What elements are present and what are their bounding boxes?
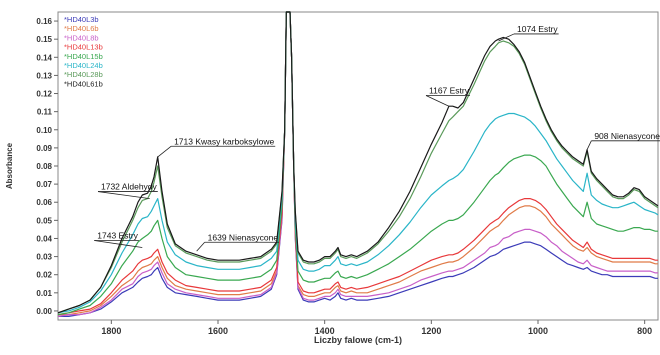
x-tick-label: 1400 bbox=[315, 326, 335, 336]
y-tick-label: 0.12 bbox=[36, 90, 52, 99]
series-line-HD40L24b bbox=[57, 11, 659, 314]
y-tick-label: 0.00 bbox=[36, 307, 52, 316]
annotation-label: 1167 Estry bbox=[429, 86, 470, 96]
y-tick-label: 0.04 bbox=[36, 234, 52, 243]
series-layer bbox=[57, 11, 659, 317]
annotation-label: 1743 Estry bbox=[97, 230, 138, 240]
y-tick-label: 0.07 bbox=[36, 180, 52, 189]
y-tick-label: 0.09 bbox=[36, 144, 52, 153]
series-line-HD40L13b bbox=[57, 11, 658, 316]
series-line-HD40L6b bbox=[58, 11, 658, 316]
x-axis-label: Liczby falowe (cm-1) bbox=[314, 335, 402, 345]
annotation-leader bbox=[196, 242, 205, 252]
annotation-leader bbox=[498, 33, 515, 42]
plot-frame bbox=[57, 11, 659, 321]
legend-entry: *HD40L24b bbox=[64, 61, 103, 70]
x-tick-label: 1800 bbox=[101, 326, 121, 336]
y-tick-label: 0.10 bbox=[36, 126, 52, 135]
axis-layer: 1800 1600 1400 1200 1000 800 0.00 0.01 0.02 0.03 0… bbox=[36, 17, 652, 336]
legend-entry: *HD40L6b bbox=[64, 24, 99, 33]
y-tick-label: 0.05 bbox=[36, 216, 52, 225]
y-tick-label: 0.08 bbox=[36, 162, 52, 171]
annotation-label: 1713 Kwasy karboksylowe bbox=[174, 136, 274, 146]
annotation-leader bbox=[94, 240, 143, 248]
annotation-label: 1639 Nienasycone bbox=[208, 232, 279, 242]
legend-entry: *HD40L3b bbox=[64, 15, 99, 24]
annotation-leader bbox=[97, 191, 150, 200]
x-tick-label: 1200 bbox=[421, 326, 441, 336]
y-tick-label: 0.01 bbox=[36, 289, 52, 298]
series-line-HD40L8b bbox=[57, 11, 658, 317]
annotation-label: 1074 Estry bbox=[517, 24, 558, 34]
annotation-layer: 1713 Kwasy karboksylowe 1732 Aldehydy 1743… bbox=[94, 24, 660, 252]
y-tick-label: 0.06 bbox=[36, 198, 52, 207]
y-tick-label: 0.13 bbox=[36, 71, 52, 80]
legend-entry: *HD40L13b bbox=[64, 43, 103, 52]
annotation-leader bbox=[425, 95, 450, 107]
y-tick-label: 0.16 bbox=[36, 17, 52, 26]
y-tick-label: 0.15 bbox=[36, 35, 52, 44]
y-axis-label: Absorbance bbox=[5, 142, 14, 189]
legend-entry: *HD40L61b bbox=[64, 79, 103, 88]
x-tick-label: 1600 bbox=[208, 326, 228, 336]
legend-entry: *HD40L8b bbox=[64, 33, 99, 42]
y-tick-label: 0.14 bbox=[36, 53, 52, 62]
annotation-leader bbox=[157, 145, 172, 158]
y-tick-label: 0.11 bbox=[37, 108, 53, 117]
y-tick-label: 0.03 bbox=[36, 253, 52, 262]
annotation-leader bbox=[586, 140, 592, 150]
series-line-HD40L15b bbox=[57, 11, 658, 316]
x-tick-label: 1000 bbox=[528, 326, 548, 336]
series-line-HD40L28b bbox=[57, 11, 659, 314]
series-line-HD40L61b bbox=[57, 11, 659, 314]
y-tick-label: 0.02 bbox=[36, 271, 52, 280]
series-line-HD40L3b bbox=[58, 11, 658, 317]
legend-entry: *HD40L15b bbox=[64, 52, 103, 61]
legend: *HD40L3b*HD40L6b*HD40L8b*HD40L13b*HD40L1… bbox=[64, 15, 103, 88]
annotation-label: 1732 Aldehydy bbox=[101, 182, 158, 192]
x-tick-label: 800 bbox=[637, 326, 652, 336]
annotation-label: 908 Nienasycone bbox=[594, 131, 660, 141]
legend-entry: *HD40L28b bbox=[64, 70, 103, 79]
